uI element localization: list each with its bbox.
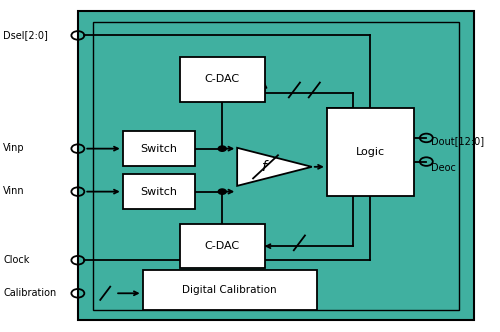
Bar xyxy=(93,22,459,310)
Text: C-DAC: C-DAC xyxy=(204,241,240,251)
Bar xyxy=(327,108,414,196)
Text: Clock: Clock xyxy=(3,255,30,265)
Text: Logic: Logic xyxy=(356,147,385,157)
Text: Dsel[2:0]: Dsel[2:0] xyxy=(3,31,48,41)
Bar xyxy=(122,174,195,209)
Circle shape xyxy=(218,189,226,194)
Bar xyxy=(180,224,264,269)
Bar xyxy=(180,57,264,102)
Text: Deoc: Deoc xyxy=(432,163,456,173)
Text: C-DAC: C-DAC xyxy=(204,74,240,84)
Bar xyxy=(142,270,317,310)
Text: Switch: Switch xyxy=(140,144,177,154)
Text: Switch: Switch xyxy=(140,187,177,197)
Circle shape xyxy=(218,146,226,151)
Bar xyxy=(122,131,195,166)
Bar xyxy=(78,11,473,320)
Text: Digital Calibration: Digital Calibration xyxy=(182,285,277,295)
Text: Dout[12:0]: Dout[12:0] xyxy=(432,136,484,146)
Text: $\mathit{f}$: $\mathit{f}$ xyxy=(261,159,270,174)
Text: Calibration: Calibration xyxy=(3,288,56,298)
Text: Vinp: Vinp xyxy=(3,143,25,153)
Polygon shape xyxy=(237,148,312,186)
Text: Vinn: Vinn xyxy=(3,187,25,197)
